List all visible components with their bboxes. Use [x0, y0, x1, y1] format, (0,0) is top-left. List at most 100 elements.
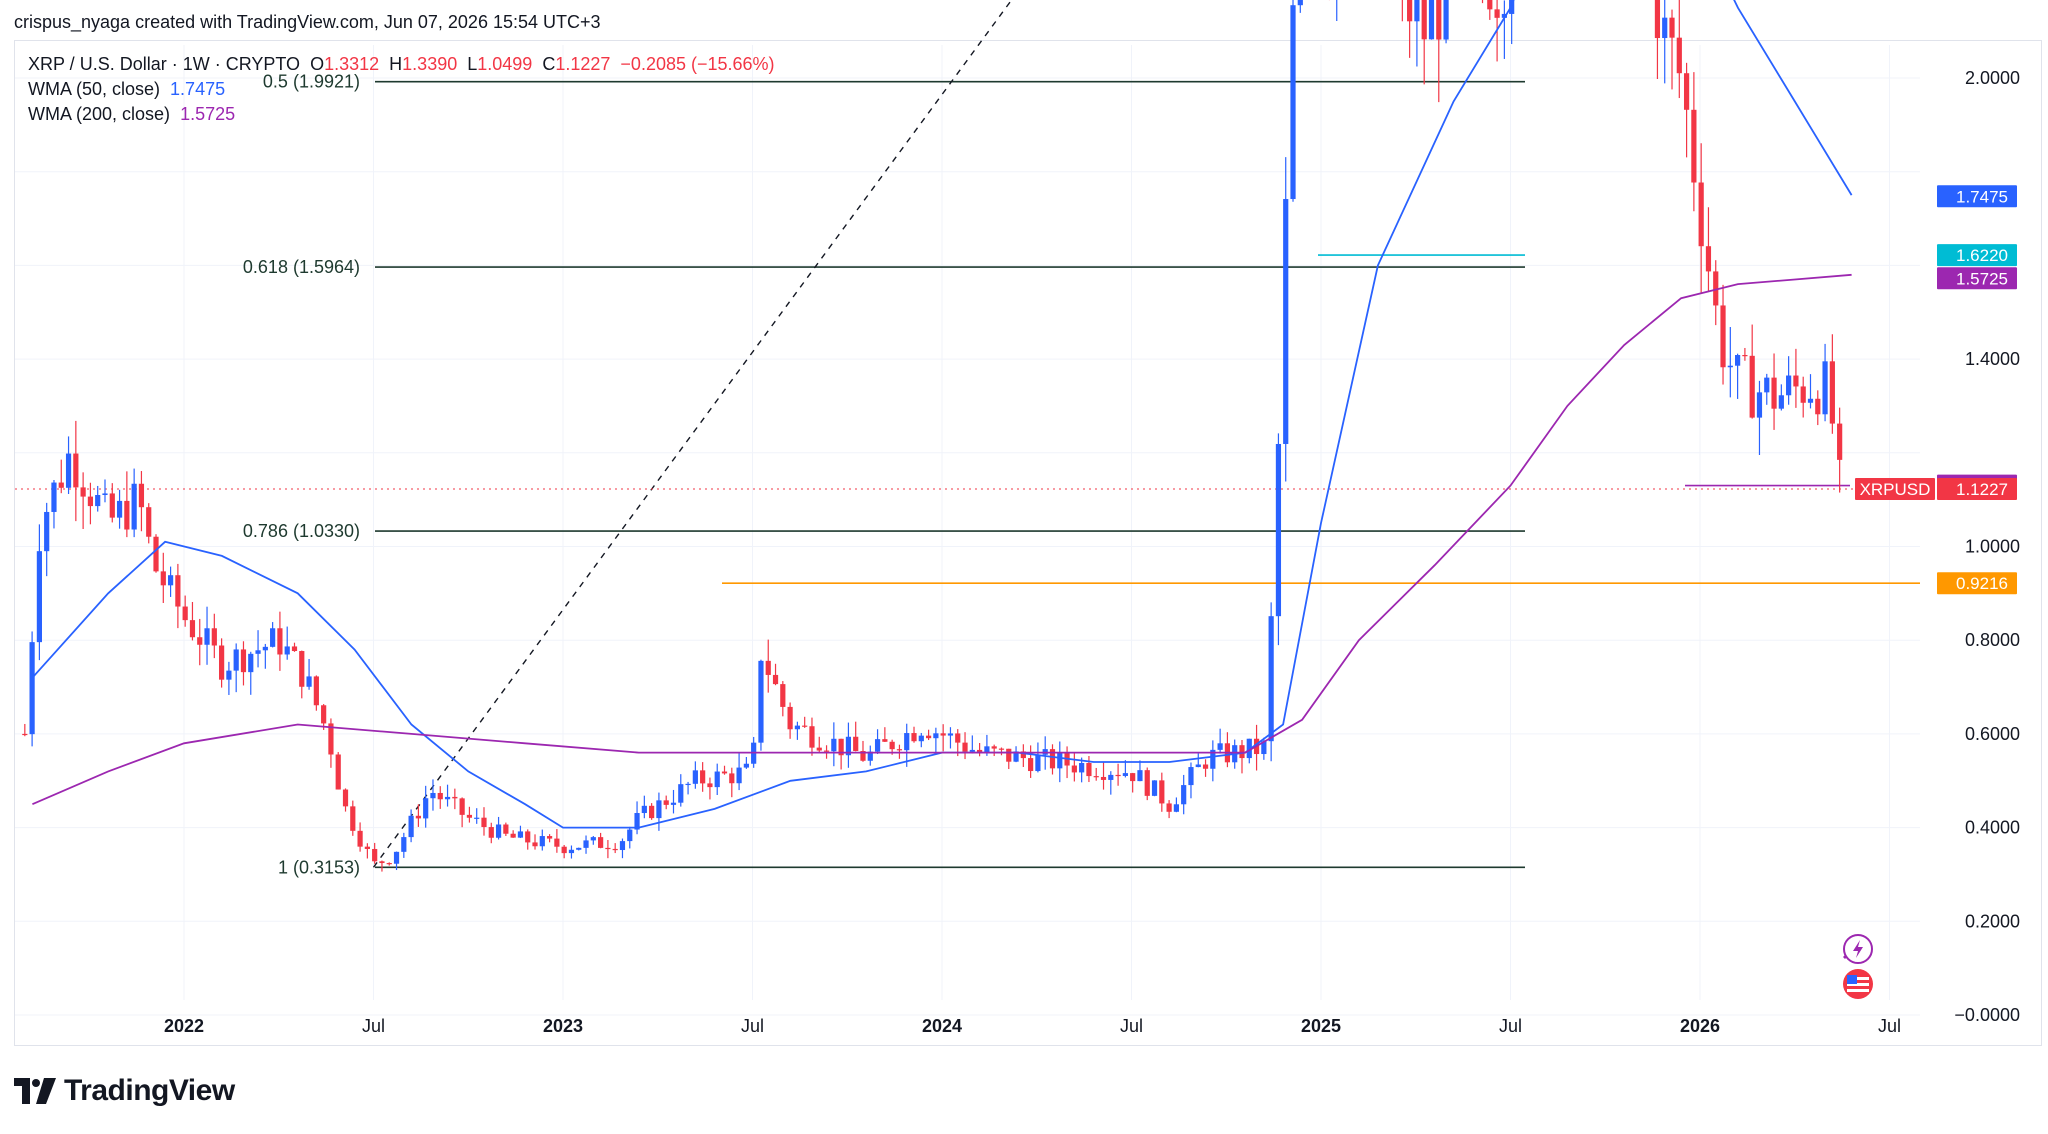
y-axis: 4.00003.80003.60003.20003.00002.80002.60… — [1954, 68, 2020, 1025]
candle-body — [211, 628, 217, 646]
candle-body — [1217, 743, 1223, 750]
candle-body — [947, 733, 954, 736]
candle-body — [124, 500, 130, 530]
candle-body — [1297, 0, 1303, 6]
candle-body — [1501, 13, 1507, 18]
candle-body — [495, 824, 502, 838]
candle-body — [1742, 355, 1748, 357]
candle-body — [656, 800, 662, 819]
candle-body — [1662, 17, 1668, 39]
candle-body — [270, 628, 276, 647]
candle-body — [357, 830, 363, 847]
candle-body — [1494, 9, 1500, 18]
candle-body — [1800, 386, 1806, 403]
price-badge — [1937, 478, 2017, 501]
candle-body — [940, 733, 946, 736]
candle-body — [291, 646, 298, 652]
candle-body — [1443, 0, 1449, 40]
candle-body — [452, 796, 458, 799]
candle-body — [197, 637, 203, 645]
y-tick-label: 1.4000 — [1965, 349, 2020, 369]
candle-body — [1778, 395, 1784, 409]
candle-body — [95, 495, 101, 507]
candle-body — [22, 733, 28, 736]
candle-body — [707, 783, 713, 788]
lightning-icon[interactable] — [1843, 934, 1873, 964]
candle-body — [1195, 764, 1201, 768]
side-icons[interactable] — [1843, 934, 1873, 999]
candle-body — [925, 735, 932, 739]
candle-body — [969, 749, 975, 752]
candle-body — [765, 660, 771, 675]
candle-body — [663, 800, 669, 805]
legend-high: 1.3390 — [402, 54, 458, 74]
y-tick-label: 0.2000 — [1965, 911, 2020, 931]
candle-body — [1188, 767, 1194, 786]
candle-body — [160, 571, 166, 586]
fib-level-label: 1 (0.3153) — [278, 857, 360, 877]
candle-body — [539, 836, 545, 847]
tradingview-logo-text: TradingView — [64, 1074, 235, 1107]
candle-body — [860, 750, 866, 761]
tradingview-logo-icon — [14, 1078, 56, 1104]
candle-body — [1735, 355, 1741, 366]
y-tick-label: 0.4000 — [1965, 818, 2020, 838]
legend-symbol: XRP / U.S. Dollar · 1W · CRYPTO — [28, 54, 301, 74]
us-flag-icon[interactable] — [1843, 969, 1873, 999]
candle-body — [1436, 0, 1442, 40]
legend-close-label: C — [542, 54, 556, 74]
candle-body — [1283, 199, 1289, 444]
legend-open-label: O — [310, 54, 325, 74]
candle-body — [444, 796, 451, 800]
candle-body — [36, 551, 42, 643]
x-tick-label: Jul — [362, 1016, 385, 1036]
moving-averages — [31, 0, 1853, 829]
candle-body — [1049, 749, 1056, 769]
candle-body — [831, 738, 837, 752]
candle-body — [590, 837, 596, 841]
candle-body — [1246, 738, 1252, 759]
candle-body — [248, 653, 254, 673]
fibonacci-retracement[interactable]: 0 (3.6690)0.236 (2.8775)0.382 (2.3879)0.… — [243, 0, 1920, 877]
candle-body — [350, 806, 356, 831]
candle-body — [430, 792, 436, 799]
candle-body — [794, 725, 800, 730]
candle-body — [1421, 0, 1427, 40]
candle-body — [1057, 752, 1063, 769]
tradingview-logo[interactable]: TradingView — [14, 1074, 235, 1108]
candle-body — [102, 493, 108, 496]
legend-wma50-row[interactable]: WMA (50, close) 1.7475 — [28, 77, 775, 102]
candle-body — [532, 842, 538, 847]
candle-body — [1756, 392, 1763, 418]
horizontal-lines[interactable] — [15, 0, 1920, 585]
candle-body — [1122, 773, 1128, 776]
candle-body — [977, 749, 983, 753]
candle-body — [1720, 305, 1726, 368]
candle-body — [758, 660, 764, 743]
candle-body — [525, 831, 531, 843]
candle-body — [619, 841, 626, 851]
candle-body — [904, 733, 910, 751]
candle-body — [685, 783, 691, 786]
candle-body — [44, 511, 50, 552]
candle-body — [415, 815, 421, 819]
candle-body — [481, 817, 487, 828]
candle-body — [1654, 0, 1661, 39]
x-tick-label: 2026 — [1680, 1016, 1720, 1036]
candle-body — [1268, 616, 1274, 742]
legend-low: 1.0499 — [477, 54, 533, 74]
chart-pane[interactable] — [14, 40, 2042, 1046]
legend-wma200-label: WMA (200, close) — [28, 104, 171, 124]
price-badge-text: 1.1227 — [1956, 480, 2008, 499]
candle-body — [1807, 398, 1814, 403]
candle-body — [1071, 765, 1077, 773]
price-badge-text: 1.5725 — [1956, 269, 2008, 288]
candle-body — [546, 836, 553, 839]
legend-wma200-row[interactable]: WMA (200, close) 1.5725 — [28, 102, 775, 127]
candle-body — [386, 863, 392, 865]
candle-body — [226, 670, 232, 680]
candle-body — [955, 733, 961, 743]
symbol-badge — [1855, 478, 1935, 501]
candle-body — [328, 723, 334, 755]
